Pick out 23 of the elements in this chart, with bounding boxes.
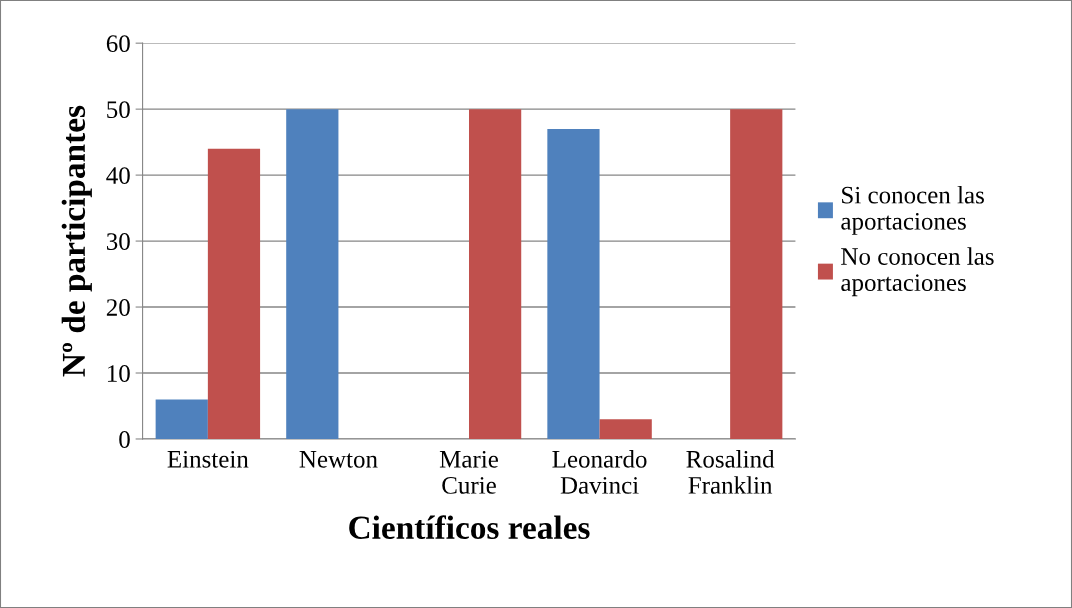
x-tick-label: Marie Curie [439,450,498,494]
y-tick-label: 10 [107,365,130,382]
y-tick-label: 30 [106,233,130,250]
y-tick-label: 50 [107,101,130,119]
bar [155,399,208,439]
legend-label: No conocen las aportaciones [841,247,994,297]
y-tick-label: 60 [106,35,130,53]
legend-label: Si conocen las aportaciones [841,186,984,235]
x-tick-label: Leonardo Davinci [552,450,647,494]
x-tick-label: Newton [299,451,378,468]
x-tick-label: Rosalind Franklin [686,450,775,494]
bar [469,109,522,439]
y-tick-label: 40 [106,167,130,185]
bar [286,109,339,439]
y-tick-label: 20 [106,299,130,316]
bar [599,419,652,439]
x-tick-label: Einstein [167,450,249,468]
y-axis-title: Nº de participantes [61,105,92,377]
bar [207,148,261,439]
y-tick-label: 0 [119,431,130,448]
bar [547,128,600,439]
bar [730,109,783,439]
x-axis-title: Científicos reales [349,515,590,540]
